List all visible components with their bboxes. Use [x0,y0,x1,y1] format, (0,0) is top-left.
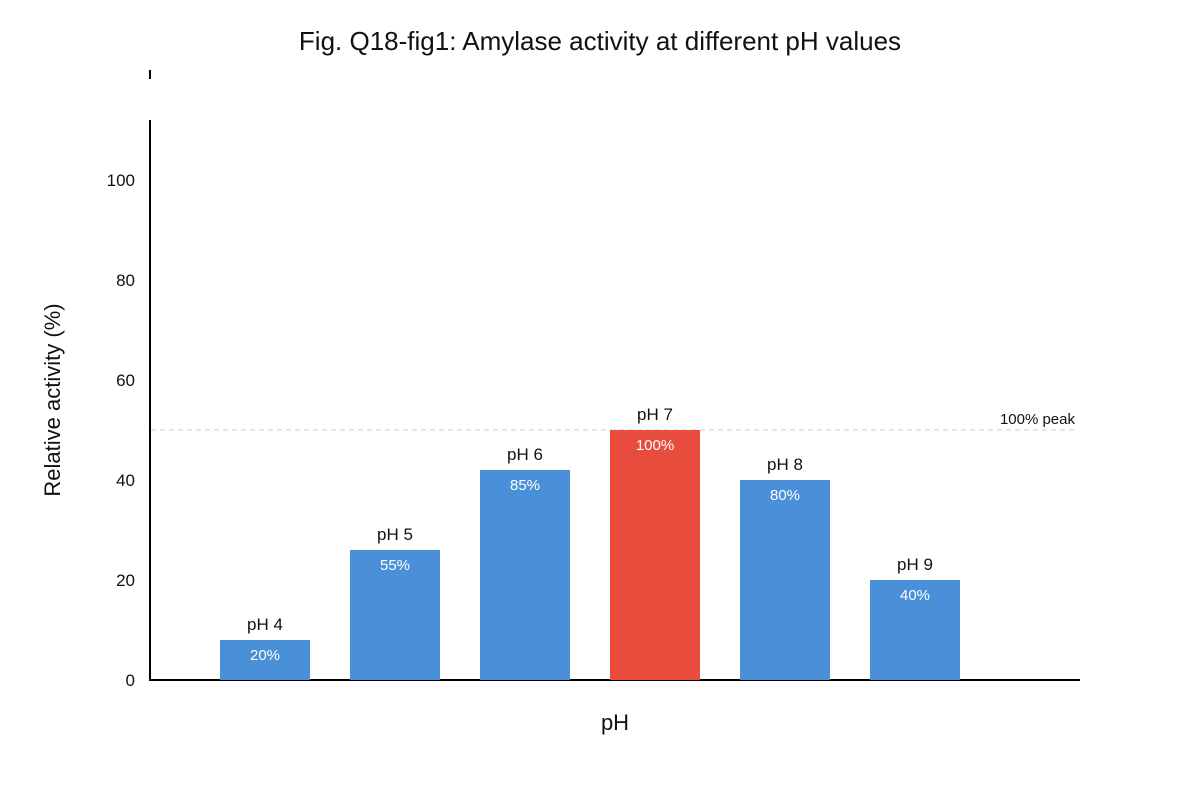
bar-category-label: pH 6 [507,445,543,464]
y-tick-label: 40 [116,471,135,490]
bar-value-label: 85% [510,477,540,494]
bar-value-label: 55% [380,557,410,574]
bar-value-label: 40% [900,587,930,604]
bar [220,640,310,680]
bars: pH 4 20% pH 5 55% pH 6 85% pH 7 100% pH 8 80% pH 9… [220,405,960,680]
y-tick-label: 20 [116,571,135,590]
bar-category-label: pH 9 [897,555,933,574]
reference-line-label: 100% peak [1000,411,1076,428]
y-axis-ticks: 0 20 40 60 80 100 [107,171,135,690]
bar [740,480,830,680]
bar [350,550,440,680]
bar [610,430,700,680]
bar-value-label: 20% [250,647,280,664]
x-axis-title: pH [601,710,629,735]
y-tick-label: 80 [116,271,135,290]
bar [480,470,570,680]
bar-category-label: pH 5 [377,525,413,544]
reference-line-group: 100% peak [151,411,1076,431]
y-tick-label: 100 [107,171,135,190]
bar-category-label: pH 4 [247,615,283,634]
bar-category-label: pH 8 [767,455,803,474]
y-tick-label: 60 [116,371,135,390]
y-axis-title: Relative activity (%) [40,303,65,496]
bar-value-label: 80% [770,487,800,504]
bar-value-label: 100% [636,437,674,454]
bar [870,580,960,680]
chart-title: Fig. Q18-fig1: Amylase activity at diffe… [299,26,901,56]
bar-category-label: pH 7 [637,405,673,424]
y-tick-label: 0 [126,671,135,690]
